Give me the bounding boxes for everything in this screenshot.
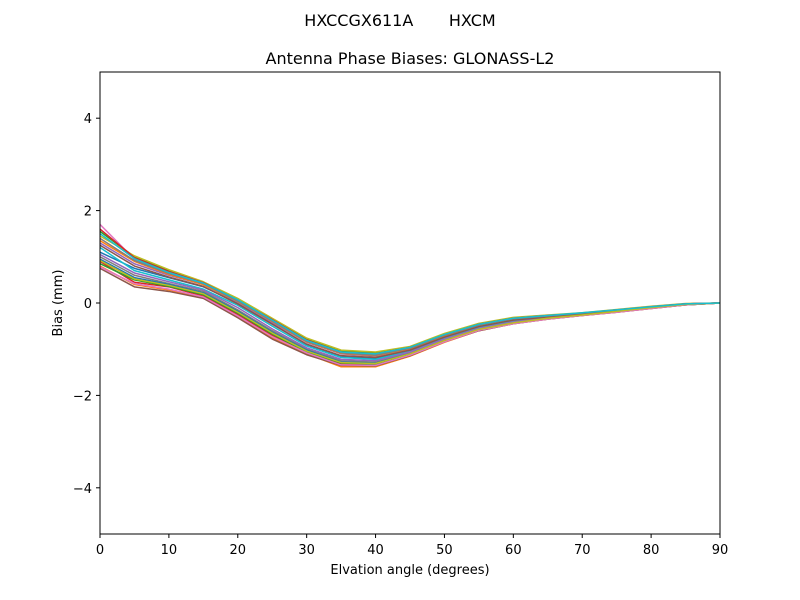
y-tick-label: −2	[73, 389, 92, 404]
series-lines	[99, 223, 721, 368]
x-axis-ticks: 0 10 20 30 40 50 60 70 80 90	[96, 534, 728, 558]
x-tick-label: 60	[505, 543, 522, 558]
x-tick-label: 10	[161, 543, 178, 558]
y-axis-label: Bias (mm)	[51, 270, 66, 337]
chart-title: Antenna Phase Biases: GLONASS-L2	[266, 49, 555, 68]
series-line-1	[99, 251, 721, 360]
series-line-16	[99, 244, 721, 359]
plot-frame	[99, 71, 721, 535]
x-tick-label: 70	[574, 543, 591, 558]
y-tick-label: 0	[84, 297, 92, 312]
chart-suptitle: HXCCGX611A HXCM	[304, 11, 495, 30]
x-tick-label: 80	[643, 543, 660, 558]
x-tick-label: 40	[367, 543, 384, 558]
series-line-12	[99, 239, 721, 357]
x-tick-label: 30	[298, 543, 315, 558]
series-line-19	[99, 259, 721, 365]
x-tick-label: 50	[436, 543, 453, 558]
series-line-5	[99, 242, 721, 357]
series-line-20	[99, 233, 721, 355]
y-axis-ticks: −4 −2 0 2 4	[73, 112, 100, 497]
x-tick-label: 0	[96, 543, 104, 558]
x-axis-label: Elvation angle (degrees)	[330, 563, 489, 578]
y-tick-label: 4	[84, 112, 92, 127]
x-tick-label: 90	[712, 543, 729, 558]
y-tick-label: 2	[84, 205, 92, 220]
series-line-15	[99, 253, 721, 362]
series-line-10	[99, 246, 721, 361]
y-tick-label: −4	[73, 482, 92, 497]
x-tick-label: 20	[230, 543, 247, 558]
series-line-17	[99, 266, 721, 367]
